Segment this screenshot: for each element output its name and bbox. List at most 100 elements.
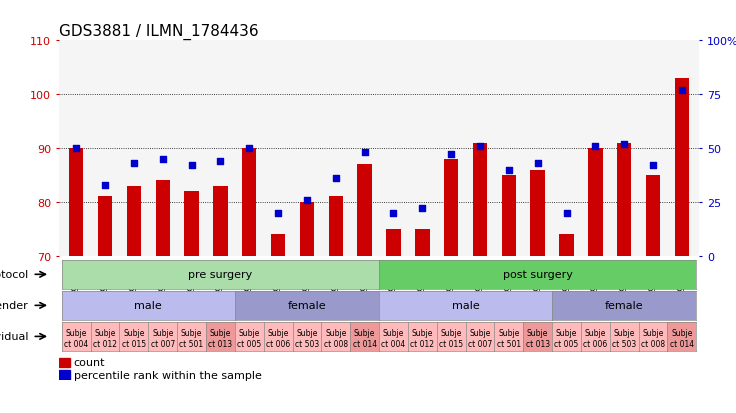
Point — [244, 145, 255, 152]
Point — [561, 210, 573, 216]
Point — [445, 152, 457, 159]
Text: ct 012: ct 012 — [410, 339, 434, 348]
Text: protocol: protocol — [0, 270, 28, 280]
Text: Subje: Subje — [498, 328, 520, 337]
Text: Subje: Subje — [354, 328, 375, 337]
Point — [358, 150, 370, 156]
Text: ct 007: ct 007 — [151, 339, 175, 348]
Text: Subje: Subje — [267, 328, 289, 337]
Text: ct 007: ct 007 — [468, 339, 492, 348]
Bar — [473, 143, 487, 256]
Text: Subje: Subje — [614, 328, 635, 337]
Bar — [444, 159, 459, 256]
Text: Subje: Subje — [238, 328, 260, 337]
Text: individual: individual — [0, 332, 28, 342]
Point — [99, 182, 111, 188]
Point — [388, 210, 400, 216]
Text: ct 008: ct 008 — [324, 339, 348, 348]
Text: percentile rank within the sample: percentile rank within the sample — [74, 370, 261, 380]
Bar — [531, 170, 545, 256]
Point — [272, 210, 284, 216]
Text: Subje: Subje — [297, 328, 318, 337]
Bar — [386, 229, 400, 256]
Bar — [300, 202, 314, 256]
Text: ct 014: ct 014 — [670, 339, 694, 348]
Text: Subje: Subje — [411, 328, 433, 337]
Point — [330, 176, 342, 182]
Bar — [59, 370, 70, 380]
Point — [417, 206, 428, 212]
Text: Subje: Subje — [556, 328, 577, 337]
Point — [676, 88, 687, 94]
Text: ct 503: ct 503 — [612, 339, 637, 348]
Text: pre surgery: pre surgery — [188, 270, 252, 280]
Point — [71, 145, 82, 152]
Text: ct 013: ct 013 — [526, 339, 550, 348]
Point — [301, 197, 313, 204]
Bar — [358, 165, 372, 256]
Text: ct 004: ct 004 — [381, 339, 406, 348]
Bar — [415, 229, 430, 256]
Point — [128, 160, 140, 167]
Text: ct 015: ct 015 — [122, 339, 146, 348]
Text: Subje: Subje — [181, 328, 202, 337]
Bar — [328, 197, 343, 256]
Bar — [69, 149, 83, 256]
Text: ct 501: ct 501 — [180, 339, 204, 348]
Bar — [184, 192, 199, 256]
Text: ct 015: ct 015 — [439, 339, 463, 348]
Point — [474, 143, 486, 150]
Text: ct 503: ct 503 — [295, 339, 319, 348]
Text: male: male — [135, 301, 162, 311]
Point — [503, 167, 514, 173]
Bar — [675, 79, 689, 256]
Bar — [242, 149, 256, 256]
Text: gender: gender — [0, 301, 28, 311]
Text: Subje: Subje — [440, 328, 461, 337]
Text: ct 006: ct 006 — [583, 339, 607, 348]
Bar — [98, 197, 112, 256]
Text: Subje: Subje — [325, 328, 347, 337]
Point — [157, 156, 169, 163]
Bar — [59, 358, 70, 368]
Text: Subje: Subje — [152, 328, 174, 337]
Text: ct 501: ct 501 — [497, 339, 521, 348]
Bar — [645, 176, 660, 256]
Text: ct 006: ct 006 — [266, 339, 290, 348]
Text: ct 012: ct 012 — [93, 339, 117, 348]
Text: Subje: Subje — [94, 328, 116, 337]
Bar — [155, 181, 170, 256]
Text: male: male — [452, 301, 479, 311]
Point — [647, 163, 659, 169]
Text: ct 008: ct 008 — [641, 339, 665, 348]
Text: ct 014: ct 014 — [353, 339, 377, 348]
Text: ct 005: ct 005 — [237, 339, 261, 348]
Text: female: female — [605, 301, 643, 311]
Bar — [588, 149, 603, 256]
Text: Subje: Subje — [66, 328, 87, 337]
Text: post surgery: post surgery — [503, 270, 573, 280]
Text: Subje: Subje — [123, 328, 144, 337]
Text: count: count — [74, 358, 105, 368]
Point — [214, 158, 226, 165]
Point — [590, 143, 601, 150]
Text: ct 005: ct 005 — [554, 339, 578, 348]
Text: Subje: Subje — [584, 328, 606, 337]
Text: Subje: Subje — [470, 328, 491, 337]
Bar — [617, 143, 631, 256]
Bar — [213, 186, 227, 256]
Text: Subje: Subje — [383, 328, 404, 337]
Text: Subje: Subje — [210, 328, 231, 337]
Text: ct 013: ct 013 — [208, 339, 233, 348]
Text: female: female — [288, 301, 326, 311]
Bar — [559, 235, 574, 256]
Text: Subje: Subje — [671, 328, 693, 337]
Text: Subje: Subje — [527, 328, 548, 337]
Point — [532, 160, 544, 167]
Text: GDS3881 / ILMN_1784436: GDS3881 / ILMN_1784436 — [59, 24, 258, 40]
Point — [618, 141, 630, 148]
Bar — [271, 235, 286, 256]
Bar — [127, 186, 141, 256]
Bar — [502, 176, 516, 256]
Point — [185, 163, 197, 169]
